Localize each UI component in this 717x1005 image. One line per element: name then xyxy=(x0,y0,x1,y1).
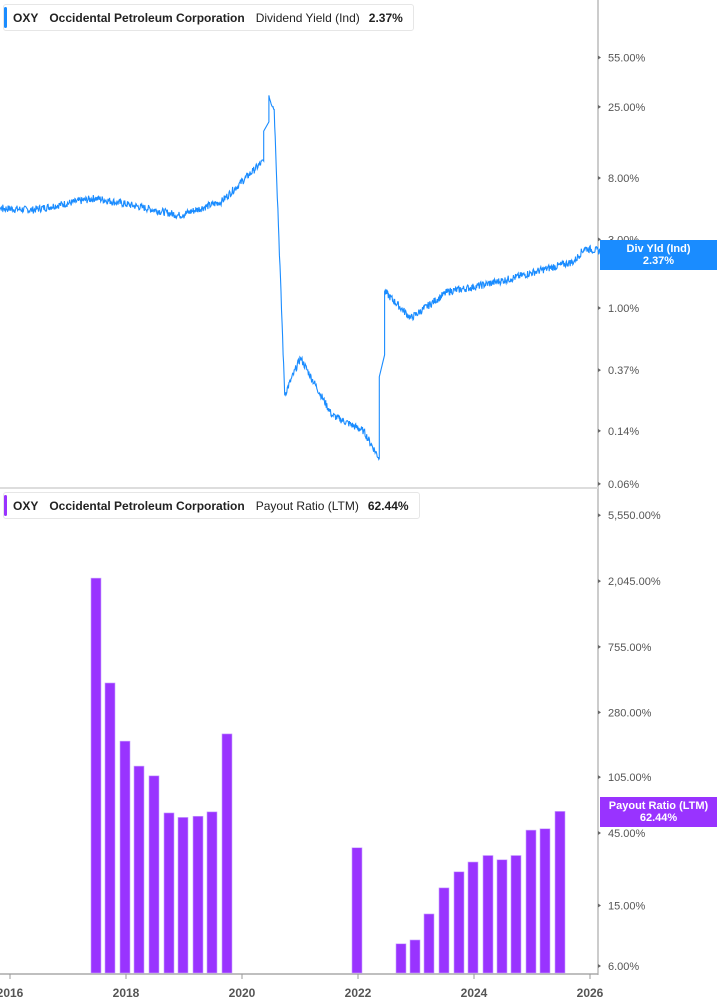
legend-metric: Dividend Yield (Ind) xyxy=(255,10,360,25)
series-color-marker xyxy=(4,7,7,28)
legend-value: 2.37% xyxy=(368,10,403,25)
series-color-marker xyxy=(4,495,7,516)
legend-ticker: OXY xyxy=(13,498,39,513)
dividend-yield-last-value-tag: Div Yld (Ind) 2.37% xyxy=(600,240,717,270)
dividend-yield-line[interactable] xyxy=(0,95,616,461)
y-tick-label: 0.14% xyxy=(608,426,639,438)
legend-metric: Payout Ratio (LTM) xyxy=(255,498,359,513)
x-tick-label: 2026 xyxy=(577,986,604,1000)
x-tick-label: 2018 xyxy=(113,986,140,1000)
x-tick-label: 2016 xyxy=(0,986,24,1000)
dividend-yield-legend[interactable]: OXY Occidental Petroleum Corporation Div… xyxy=(3,4,414,31)
y-tick-label: 8.00% xyxy=(608,173,639,185)
y-tick-label: 55.00% xyxy=(608,53,646,65)
y-tick-label: 0.06% xyxy=(608,479,639,489)
payout-ratio-last-value-tag: Payout Ratio (LTM) 62.44% xyxy=(600,797,717,827)
y-tick-label: 1.00% xyxy=(608,303,639,315)
tag-value: 2.37% xyxy=(642,255,675,267)
legend-value: 62.44% xyxy=(367,498,409,513)
x-tick-label: 2024 xyxy=(461,986,488,1000)
x-tick-label: 2022 xyxy=(345,986,372,1000)
tag-label: Div Yld (Ind) xyxy=(626,243,691,255)
payout-ratio-legend[interactable]: OXY Occidental Petroleum Corporation Pay… xyxy=(3,492,420,519)
y-tick-label: 0.37% xyxy=(608,365,639,377)
tag-label: Payout Ratio (LTM) xyxy=(608,800,709,812)
payout-ratio-panel: OXY Occidental Petroleum Corporation Pay… xyxy=(0,489,717,975)
legend-company: Occidental Petroleum Corporation xyxy=(49,498,245,513)
tag-value: 62.44% xyxy=(639,812,678,824)
x-tick-label: 2020 xyxy=(229,986,256,1000)
legend-company: Occidental Petroleum Corporation xyxy=(49,10,245,25)
dividend-yield-panel: 55.00%25.00%8.00%3.00%1.00%0.37%0.14%0.0… xyxy=(0,0,717,489)
legend-ticker: OXY xyxy=(13,10,39,25)
y-tick-label: 25.00% xyxy=(608,102,646,114)
